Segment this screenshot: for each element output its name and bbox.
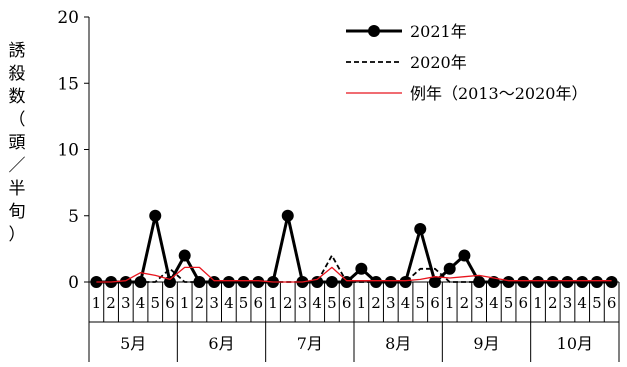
x-tick-label: 6	[254, 294, 264, 312]
month-label: 7月	[297, 334, 323, 353]
y-axis-label-char: 殺	[8, 64, 26, 84]
x-tick-label: 2	[548, 294, 558, 312]
x-tick-label: 3	[298, 294, 308, 312]
x-tick-label: 6	[607, 294, 617, 312]
x-tick-label: 1	[268, 294, 278, 312]
x-tick-label: 5	[239, 294, 249, 312]
y-tick-label: 20	[57, 8, 79, 28]
x-tick-label: 6	[519, 294, 529, 312]
y-tick-label: 15	[57, 74, 79, 94]
y-axis-label-char: （	[8, 110, 26, 130]
month-label: 6月	[208, 334, 234, 353]
series-point	[443, 262, 456, 275]
x-tick-label: 3	[474, 294, 484, 312]
legend-label: 2020年	[410, 53, 467, 72]
x-tick-label: 6	[430, 294, 440, 312]
series-point	[90, 276, 103, 288]
series-point	[590, 276, 603, 288]
series-line	[96, 266, 612, 283]
series-point	[458, 249, 471, 262]
series-point	[208, 276, 221, 288]
legend-marker	[368, 25, 380, 37]
x-tick-label: 2	[195, 294, 205, 312]
series-point	[384, 276, 397, 288]
y-axis-label-char: 旬	[8, 202, 26, 222]
month-label: 5月	[120, 334, 146, 353]
x-tick-label: 5	[504, 294, 514, 312]
x-tick-label: 4	[577, 294, 587, 312]
x-tick-label: 5	[592, 294, 602, 312]
y-tick-label: 0	[68, 273, 79, 293]
series-point	[149, 209, 162, 222]
x-tick-label: 2	[460, 294, 470, 312]
series-point	[281, 209, 294, 222]
x-tick-label: 6	[165, 294, 175, 312]
x-tick-label: 4	[224, 294, 234, 312]
x-tick-label: 5	[415, 294, 425, 312]
y-axis-label-char: 数	[8, 87, 26, 107]
x-tick-label: 5	[150, 294, 160, 312]
x-tick-label: 4	[401, 294, 411, 312]
series-point	[517, 276, 530, 288]
series-point	[222, 276, 235, 288]
legend-label: 例年（2013～2020年）	[410, 84, 587, 103]
series-point	[311, 276, 324, 288]
series-point	[605, 276, 618, 288]
x-tick-label: 4	[136, 294, 146, 312]
x-tick-label: 1	[92, 294, 102, 312]
y-axis-label: 誘殺数 （ 頭 ／ 半旬 ）	[6, 40, 28, 247]
series-point	[428, 276, 441, 288]
y-tick-label: 10	[57, 141, 79, 161]
y-tick-label: 5	[68, 207, 79, 227]
month-label: 9月	[473, 334, 499, 353]
x-tick-label: 3	[386, 294, 396, 312]
y-axis-label-char: 半	[8, 179, 26, 199]
x-tick-label: 1	[445, 294, 455, 312]
x-tick-label: 3	[563, 294, 573, 312]
series-point	[355, 262, 368, 275]
x-tick-label: 2	[283, 294, 293, 312]
x-tick-label: 1	[180, 294, 190, 312]
series-point	[178, 249, 191, 262]
x-tick-label: 2	[106, 294, 116, 312]
month-label: 8月	[385, 334, 411, 353]
x-tick-label: 3	[121, 294, 131, 312]
series-point	[237, 276, 250, 288]
series-point	[502, 276, 515, 288]
x-tick-label: 5	[327, 294, 337, 312]
x-tick-label: 2	[371, 294, 381, 312]
x-tick-label: 3	[209, 294, 219, 312]
series-point	[414, 223, 427, 235]
x-tick-label: 6	[342, 294, 352, 312]
x-tick-label: 4	[312, 294, 322, 312]
series-point	[325, 276, 338, 288]
x-tick-label: 1	[533, 294, 543, 312]
series-line	[96, 254, 612, 283]
y-axis-label-char: ／	[8, 156, 26, 176]
y-axis-label-char: 誘	[8, 41, 26, 61]
x-tick-label: 4	[489, 294, 499, 312]
y-axis-label-char: 頭	[8, 133, 26, 153]
y-axis-label-char: ）	[8, 225, 26, 245]
month-label: 10月	[557, 334, 593, 353]
x-tick-label: 1	[357, 294, 367, 312]
series-point	[532, 276, 545, 288]
legend-label: 2021年	[410, 22, 467, 41]
